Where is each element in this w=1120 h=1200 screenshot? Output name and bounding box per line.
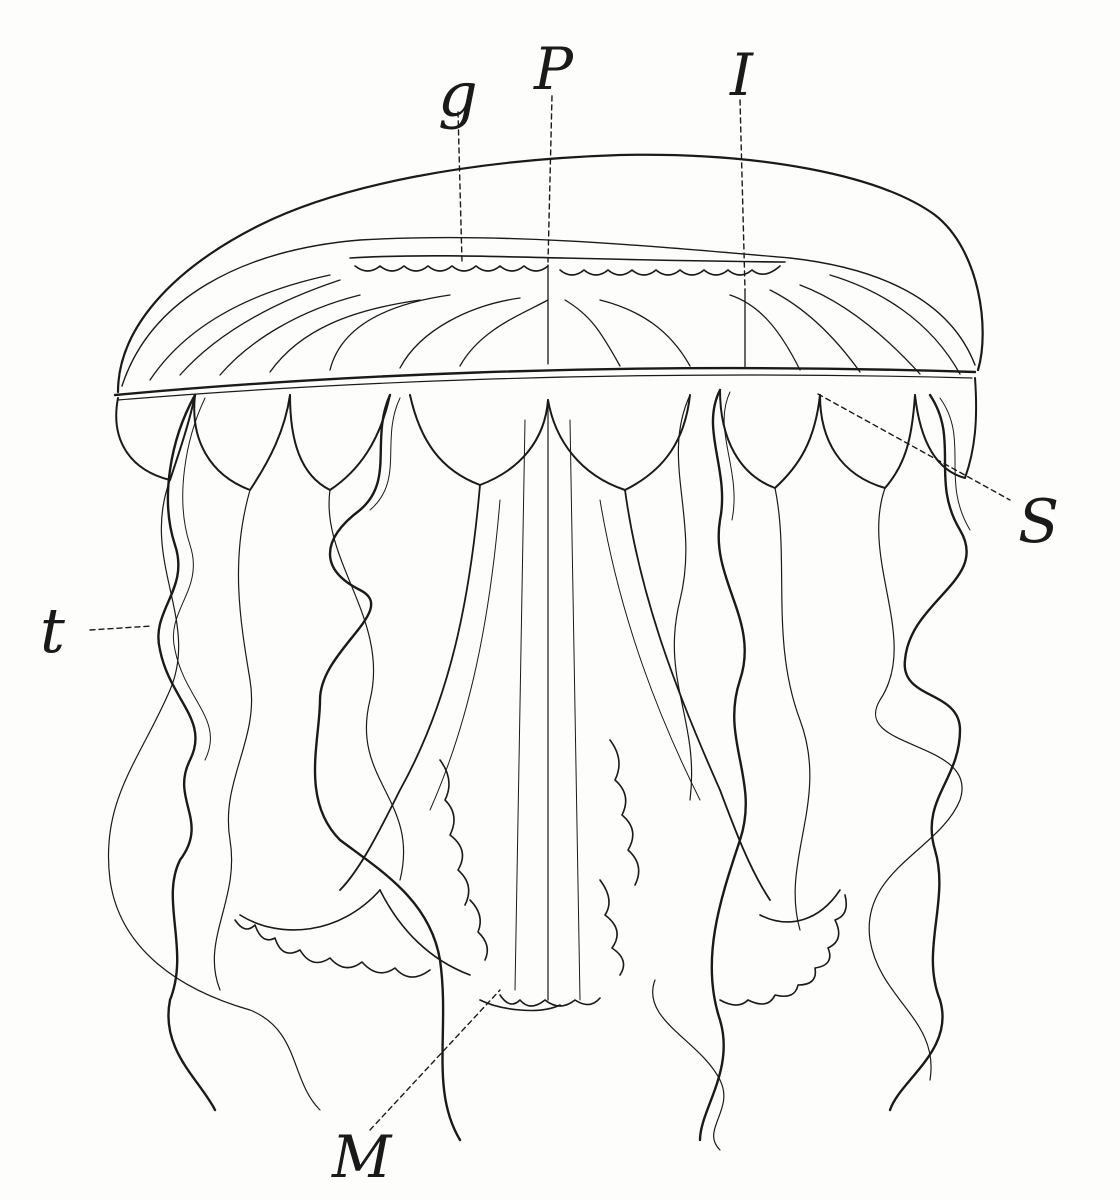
manubrium (339, 399, 771, 1001)
tentacles (107, 388, 971, 1151)
label-m: M (332, 1123, 392, 1191)
radial-canals (149, 264, 961, 381)
label-i: I (730, 41, 753, 109)
bell (113, 153, 984, 401)
label-p: P (534, 35, 574, 103)
label-s: S (1018, 487, 1060, 557)
label-t: t (40, 594, 65, 667)
marginal-lappets (115, 377, 978, 491)
label-g: g (438, 58, 478, 131)
leader-lines (89, 95, 1011, 1131)
oral-arms (234, 739, 848, 1012)
gonad-band (349, 255, 786, 276)
